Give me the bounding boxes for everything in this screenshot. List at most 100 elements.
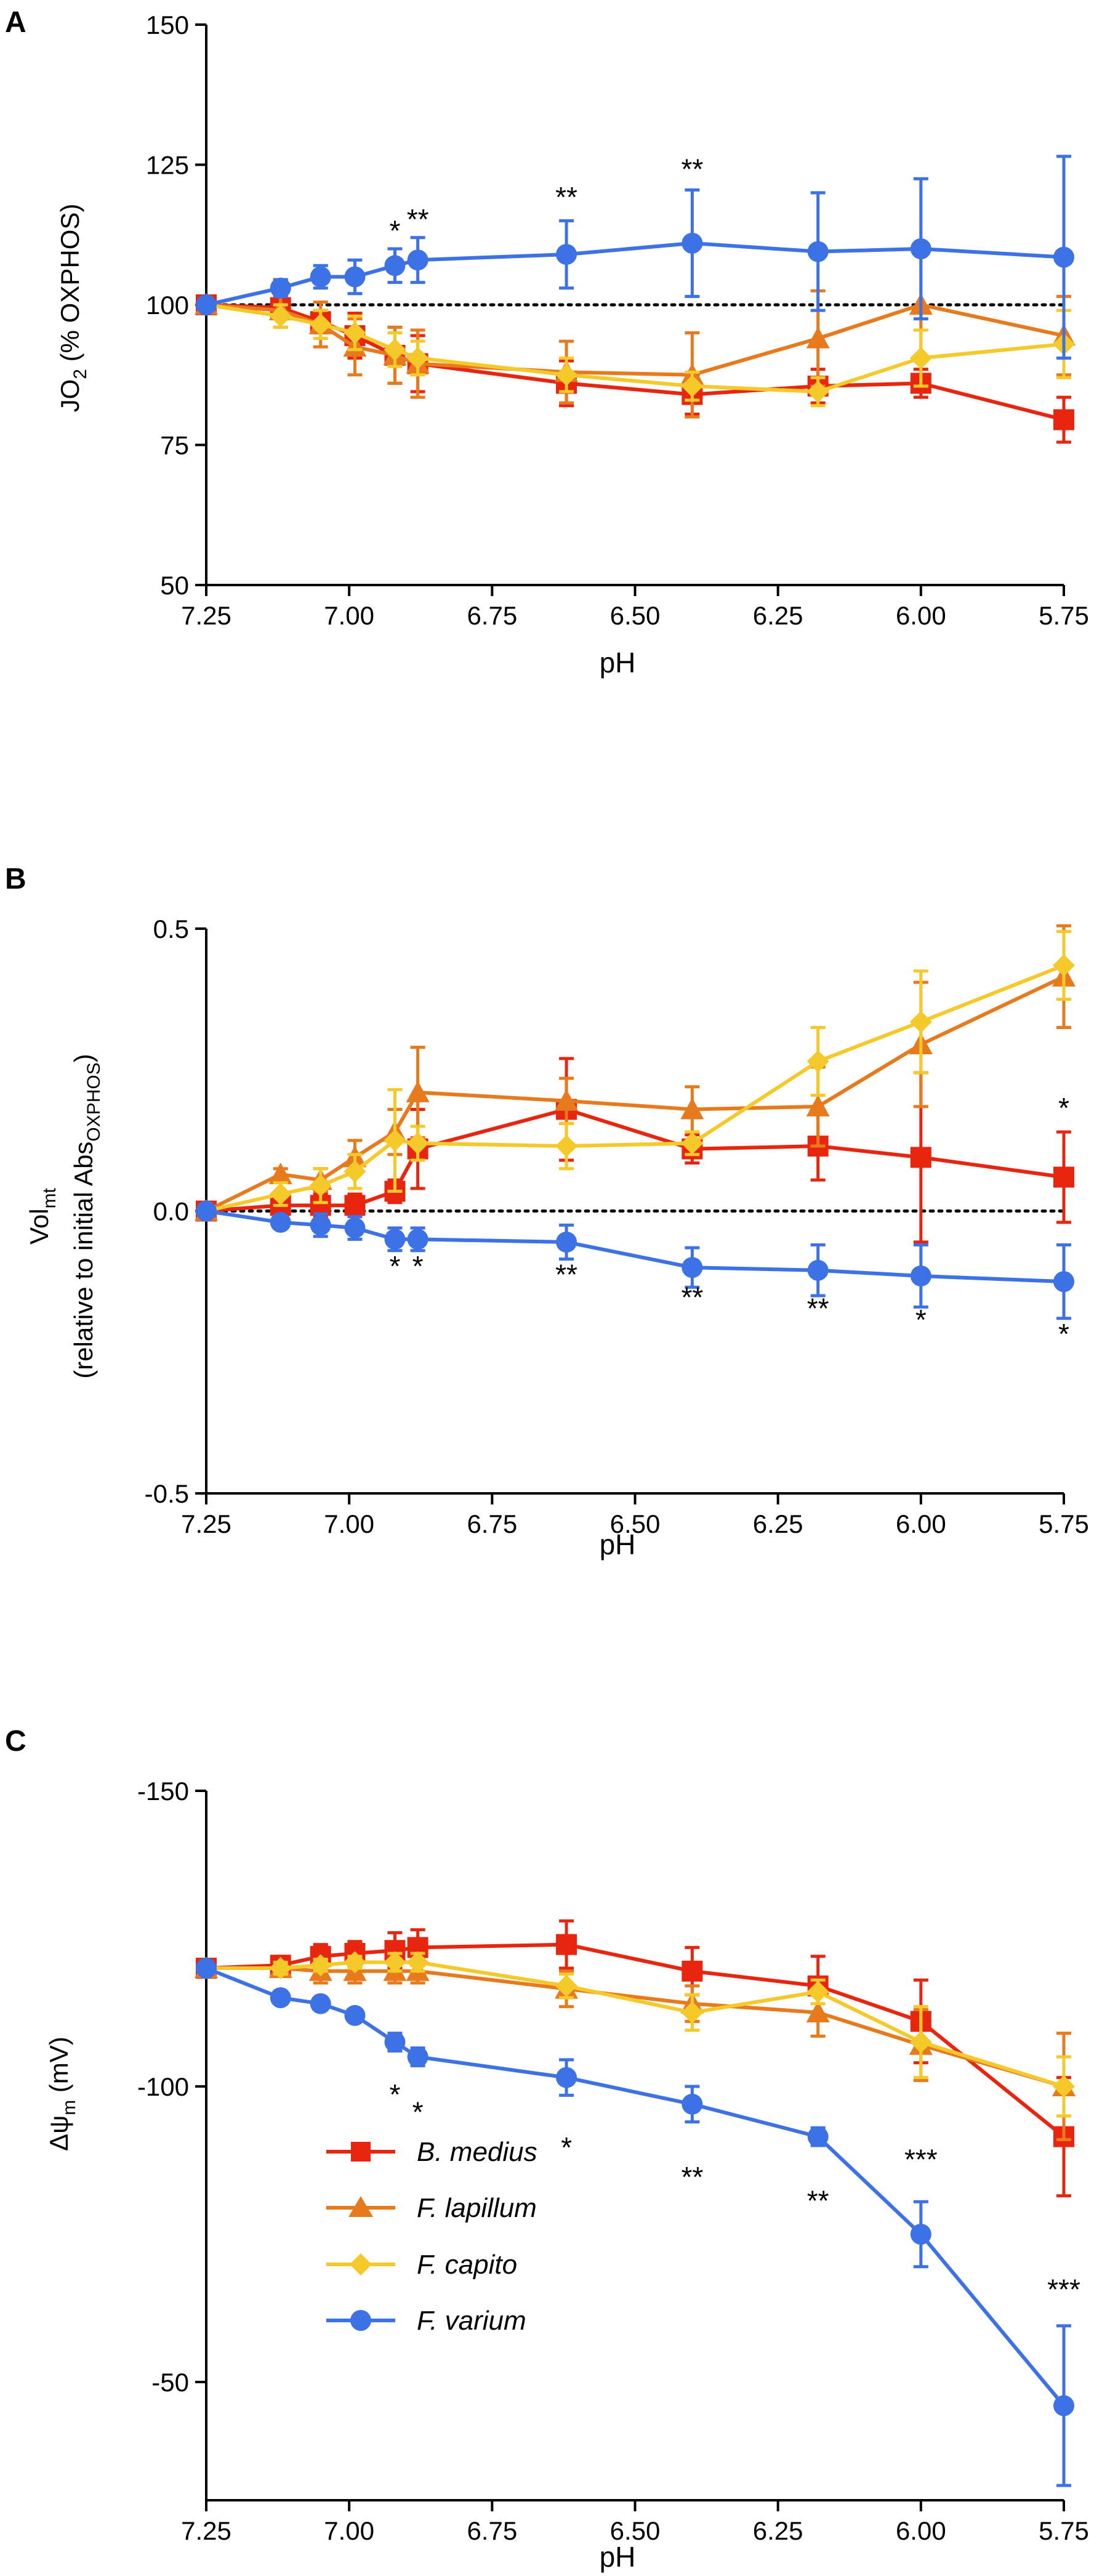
panel-c-series-f-capito-point: [806, 1980, 829, 2003]
panel-a-series-f-varium-point: [807, 241, 829, 262]
panel-c-xlabel: pH: [600, 2541, 636, 2573]
panel-b-series-b-medius-point: [1053, 1166, 1074, 1188]
panel-a-series-f-varium-point: [270, 277, 291, 299]
panel-b-y-tick-label: 0.5: [153, 915, 189, 943]
panel-b-series-f-capito-point: [909, 1011, 932, 1033]
panel-a-series-f-varium-line: [206, 241, 1064, 307]
panel-a-x-tick-label: 7.25: [181, 601, 231, 630]
panel-a-series-f-capito-point: [384, 338, 406, 361]
panel-a-x-tick-label: 7.00: [324, 601, 374, 630]
panel-a-series-b-medius-point: [1053, 409, 1074, 430]
panel-a-series-f-capito-point: [344, 321, 366, 344]
panel-c-series-f-capito-point: [555, 1974, 578, 1997]
panel-b-x-tick-label: 5.75: [1039, 1509, 1089, 1538]
legend-label-b-medius: B. medius: [417, 2137, 537, 2167]
panel-b-ylabel-line2: (relative to initial AbsOXPHOS): [69, 1054, 104, 1379]
panel-a-significance-mark: *: [390, 214, 401, 246]
panel-b-series-f-lapillum-point: [806, 1094, 830, 1116]
panel-a-series-f-varium-point: [310, 266, 331, 288]
panel-c-series-f-varium-point: [1053, 2395, 1074, 2417]
panel-a-series-f-varium-point: [407, 249, 428, 271]
panel-c-significance-mark: ***: [1047, 2274, 1080, 2306]
panel-c-series-b-medius-point: [556, 1934, 577, 1955]
legend-label-f-capito: F. capito: [417, 2250, 517, 2280]
panel-b-series-f-varium-point: [196, 1200, 217, 1222]
panel-b-series-b-medius-point: [344, 1195, 366, 1216]
panel-a-series-f-varium-point: [1053, 246, 1074, 268]
panel-b-series-f-varium-point: [910, 1265, 931, 1286]
panel-c-significance-mark: *: [561, 2131, 572, 2163]
panel-c-series-f-varium-point: [270, 1987, 291, 2008]
panel-b-series-f-varium-point: [407, 1229, 428, 1250]
panel-b-series-f-capito-point: [806, 1050, 829, 1073]
panel-a-series-f-capito-point: [269, 305, 292, 328]
panel-c: C Δψm (mV) pH -150 -100 -50 7.25 7.00 6.75 6.5…: [5, 1725, 1089, 2573]
panel-c-series-f-capito-point: [909, 2031, 932, 2053]
panel-b-series-f-lapillum: [195, 924, 1076, 1221]
panel-b-series-f-varium-point: [807, 1259, 829, 1281]
panel-b-series-f-lapillum-point: [268, 1162, 292, 1184]
panel-b-series-f-varium: [196, 1200, 1074, 1320]
panel-b-significance-mark: **: [807, 1293, 829, 1325]
panel-b-series-f-capito-point: [1053, 954, 1075, 977]
panel-a-series-f-varium-point: [682, 232, 703, 254]
panel-b-series-f-capito-point: [384, 1129, 406, 1152]
panel-a-series-f-varium-point: [344, 266, 366, 288]
panel-b-xlabel: pH: [600, 1528, 636, 1561]
panel-a: A JO2 (% OXPHOS) pH 50 75 100 125 150 7.25 7.0…: [5, 6, 1089, 679]
panel-b-significance-mark: **: [681, 1281, 703, 1313]
panel-b-series-f-varium-point: [556, 1231, 577, 1253]
panel-a-ylabel: JO2 (% OXPHOS): [55, 204, 90, 413]
panel-b-significance-mark: *: [412, 1250, 424, 1282]
panel-a-series-f-lapillum-line: [206, 303, 1064, 377]
panel-c-ylabel: Δψm (mV): [44, 2037, 79, 2151]
panel-a-series-f-capito-point: [909, 347, 932, 369]
panel-a-y-tick-label: 50: [160, 571, 189, 600]
panel-b-ylabel-line1: Volmt: [25, 1187, 60, 1244]
panel-a-series-f-capito-point: [806, 381, 829, 403]
panel-a-y-tick-label: 125: [146, 151, 189, 180]
legend-label-f-lapillum: F. lapillum: [417, 2193, 537, 2223]
panel-b-significance-mark: *: [1058, 1318, 1069, 1350]
panel-b-series-f-varium-point: [270, 1211, 291, 1233]
panel-b-series-f-lapillum-point: [406, 1080, 430, 1102]
panel-b-series-f-varium-point: [682, 1257, 703, 1278]
panel-b-x-tick-label: 6.50: [610, 1509, 661, 1538]
panel-b-x-tick-label: 6.00: [896, 1509, 946, 1538]
panel-b-series-f-lapillum-point: [555, 1089, 579, 1111]
panel-b-x-tick-label: 6.75: [467, 1509, 517, 1538]
panel-c-significance-mark: **: [681, 2161, 703, 2193]
panel-a-series-b-medius-line: [206, 303, 1064, 422]
panel-a-x-tick-label: 6.75: [467, 601, 517, 630]
panel-b-y-tick-label: 0.0: [153, 1197, 189, 1226]
panel-a-series-f-capito-point: [309, 313, 332, 336]
panel-b-series-b-medius-point: [910, 1147, 931, 1168]
panel-a-series-f-varium-point: [556, 244, 577, 265]
panel-a-series-f-varium: [196, 155, 1074, 360]
panel-b-significance-mark: **: [555, 1259, 577, 1291]
panel-c-series-f-varium-point: [556, 2067, 577, 2088]
panel-b-series-f-lapillum-line: [205, 975, 1065, 1213]
panel-c-series-f-capito: [195, 1951, 1075, 2118]
panel-b-x-tick-label: 7.00: [324, 1509, 374, 1538]
legend-label-f-varium: F. varium: [417, 2306, 526, 2336]
panel-b-significance-mark: *: [1058, 1092, 1069, 1124]
panel-c-series-f-lapillum-point: [806, 2001, 830, 2022]
panel-b-series-f-capito-point: [681, 1132, 704, 1155]
panel-c-series-f-capito-point: [344, 1951, 366, 1974]
panel-a-series-b-medius: [196, 294, 1074, 444]
panel-c-significance-mark: *: [412, 2096, 424, 2128]
legend-item-f-lapillum: F. lapillum: [326, 2193, 537, 2223]
panel-c-series-f-varium-point: [310, 1993, 331, 2014]
panel-c-y-tick-label: -100: [137, 2072, 189, 2101]
panel-a-series-f-capito-point: [406, 347, 429, 369]
panel-b-series-f-capito-point: [344, 1160, 366, 1183]
panel-c-x-tick-label: 6.75: [467, 2516, 517, 2545]
panel-a-series-f-varium-point: [384, 255, 406, 277]
legend-item-f-capito: F. capito: [326, 2250, 517, 2280]
panel-c-series-f-varium-point: [407, 2046, 428, 2067]
panel-a-significance-mark: **: [681, 153, 703, 185]
panel-b-series-f-varium-point: [1053, 1271, 1074, 1293]
panel-c-series-f-capito-line: [206, 1960, 1064, 2088]
